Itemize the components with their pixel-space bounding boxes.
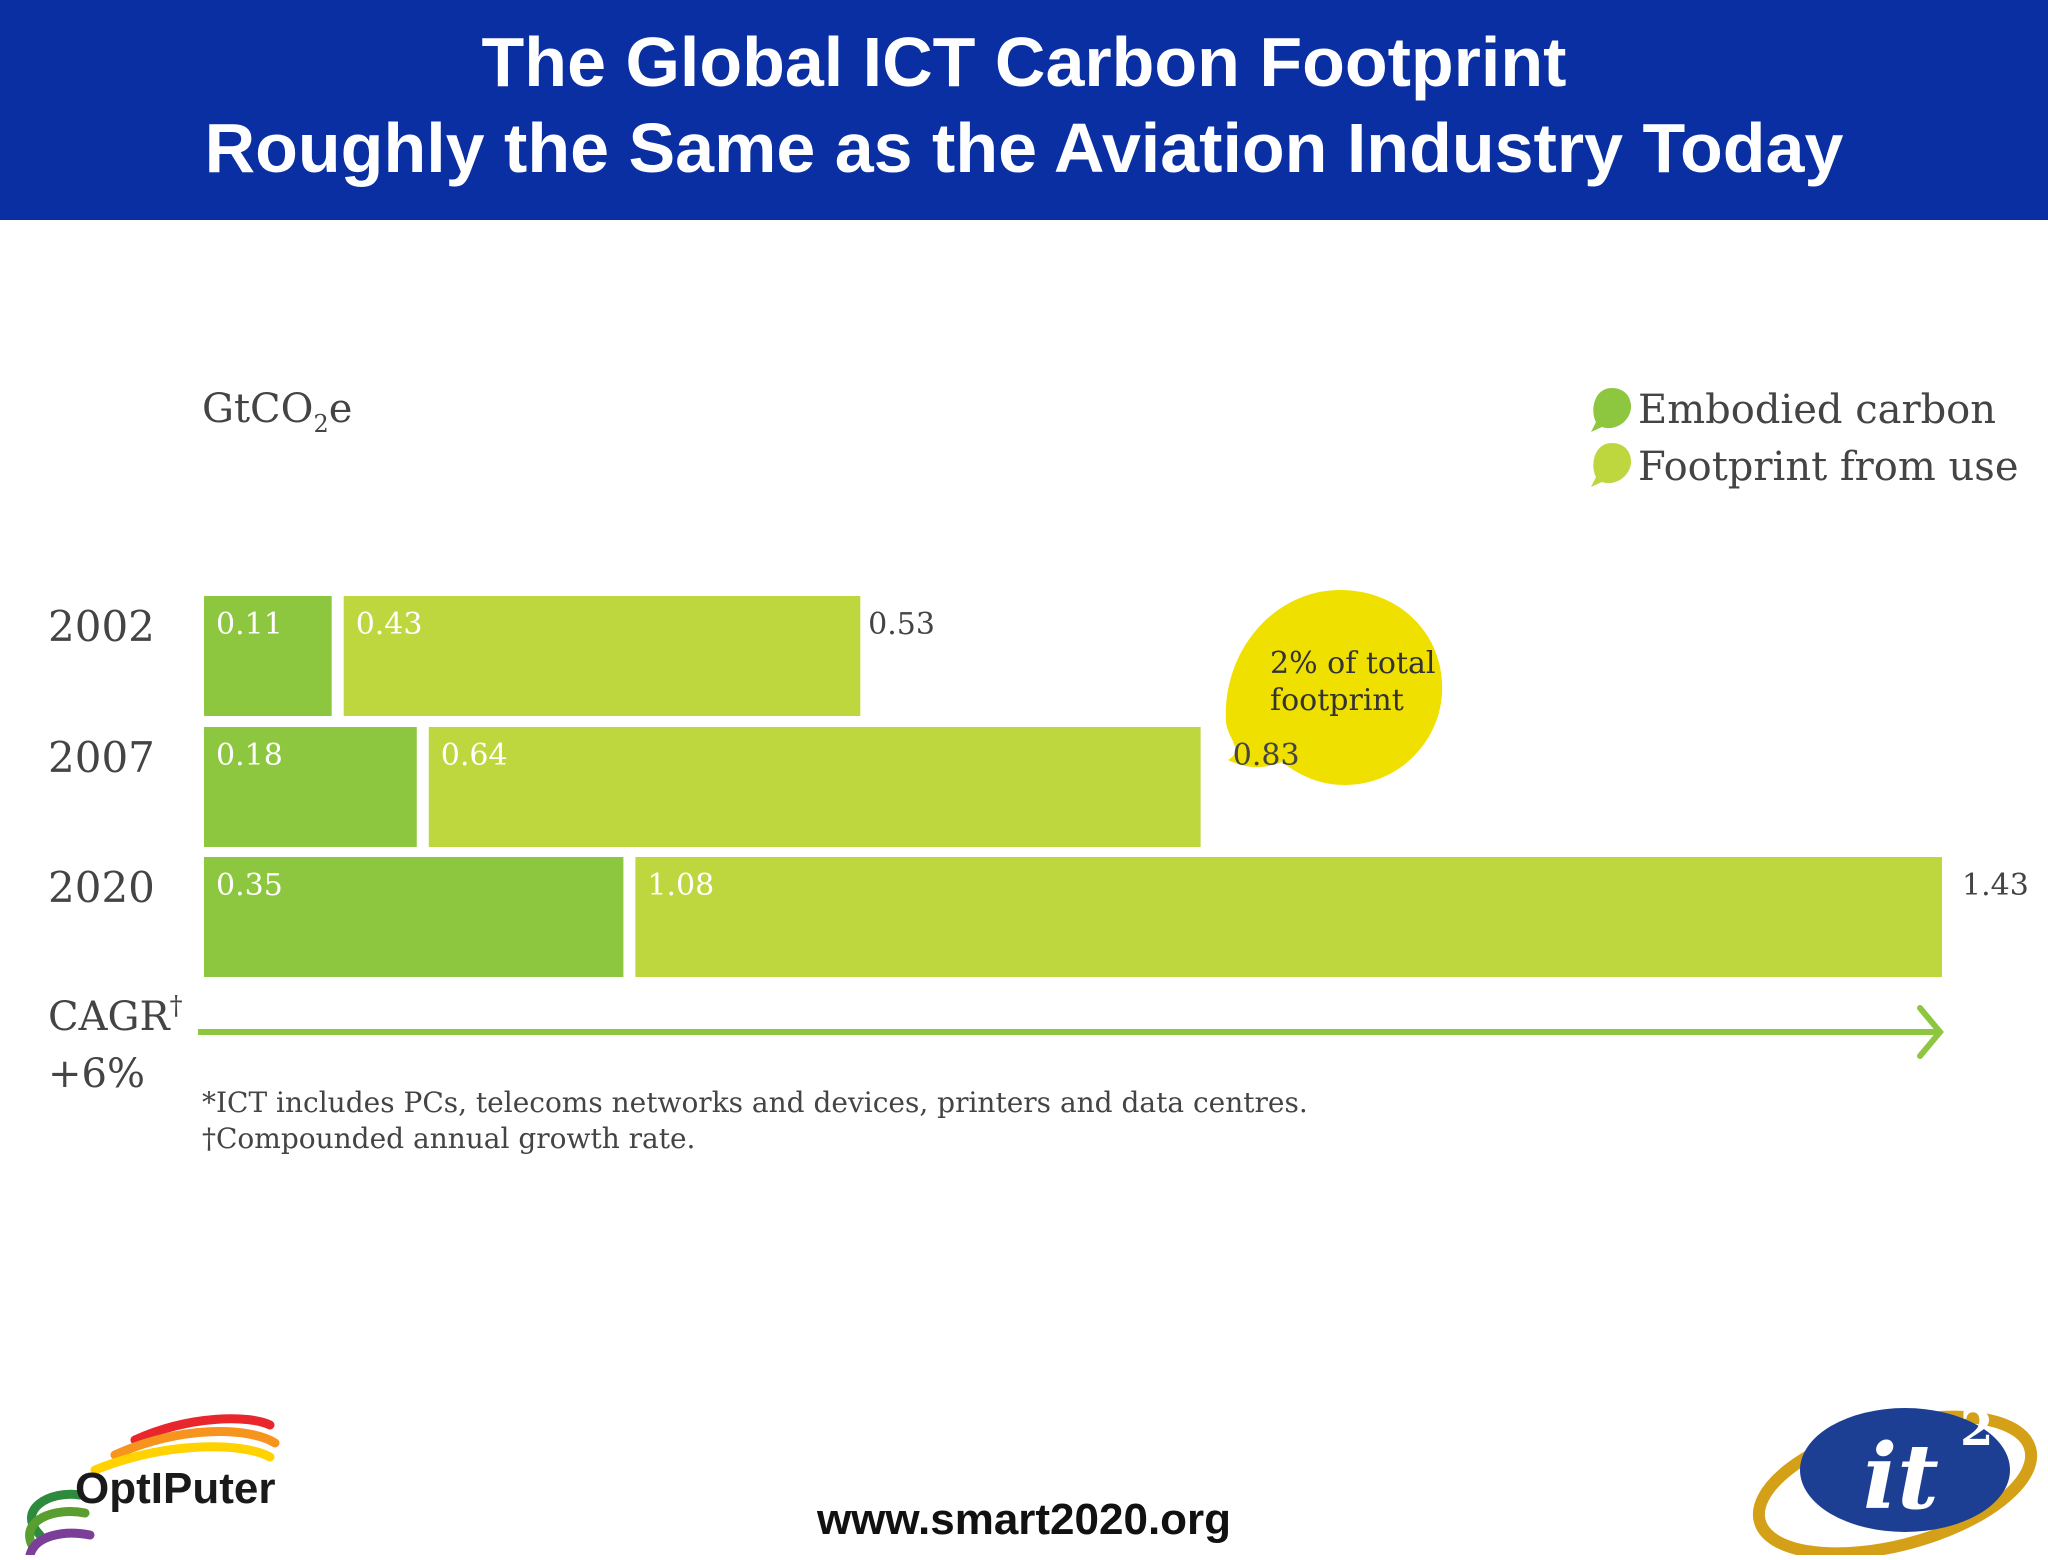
total-label-2020: 1.43: [1962, 868, 2029, 903]
total-label-2007: 0.83: [1233, 738, 1300, 773]
footer-url[interactable]: www.smart2020.org: [816, 1495, 1232, 1544]
legend-label-use: Footprint from use: [1638, 444, 2019, 490]
title-banner: [0, 0, 2048, 220]
bar-use-2007: [428, 727, 1201, 847]
it2-logo-graphic: it 2: [1752, 1401, 2038, 1560]
bar-value-embodied-2007: 0.18: [216, 738, 283, 773]
it2-logo-text: it: [1863, 1424, 1939, 1530]
it2-logo: it 2: [1745, 1390, 2045, 1560]
optiputer-logo: OptIPuter: [20, 1395, 320, 1560]
bar-value-embodied-2020: 0.35: [216, 868, 283, 903]
footprint-callout: 2% of total footprint: [1225, 590, 1443, 785]
footnote-ict: *ICT includes PCs, telecoms networks and…: [202, 1086, 1308, 1119]
optiputer-logo-graphic: OptIPuter: [25, 1414, 280, 1560]
category-label-2020: 2020: [48, 863, 155, 912]
callout-bubble: [1225, 590, 1443, 785]
footnote-cagr: †Compounded annual growth rate.: [202, 1122, 695, 1155]
bar-value-use-2007: 0.64: [441, 738, 508, 773]
bar-embodied-2020: [204, 857, 624, 977]
bar-value-embodied-2002: 0.11: [216, 607, 283, 642]
legend-swatch-embodied: [1591, 388, 1632, 432]
bar-value-use-2002: 0.43: [356, 607, 423, 642]
legend-swatch-use: [1591, 443, 1632, 487]
growth-arrow: [198, 1005, 1944, 1059]
bars-group: 2002 0.11 0.43 0.53 2007 0.18 0.64 0.83 2020 0.35…: [48, 596, 2029, 977]
cagr-label: CAGR†: [48, 991, 183, 1040]
bar-use-2020: [635, 857, 1942, 977]
bar-value-use-2020: 1.08: [647, 868, 714, 903]
category-label-2007: 2007: [48, 733, 155, 782]
category-label-2002: 2002: [48, 602, 155, 651]
slide-title-line-1: The Global ICT Carbon Footprint: [481, 23, 1567, 101]
unit-label: GtCO2e: [202, 386, 352, 438]
legend-label-embodied: Embodied carbon: [1638, 387, 1996, 433]
bar-embodied-2007: [204, 727, 417, 847]
callout-text-line-2: footprint: [1270, 683, 1404, 718]
callout-text-line-1: 2% of total: [1270, 646, 1435, 681]
total-label-2002: 0.53: [868, 607, 935, 642]
optiputer-logo-text: OptIPuter: [75, 1464, 275, 1513]
legend: Embodied carbon Footprint from use: [1591, 387, 2019, 490]
slide-title-line-2: Roughly the Same as the Aviation Industr…: [204, 109, 1844, 187]
it2-logo-sup: 2: [1960, 1401, 1993, 1457]
bar-embodied-2002: [204, 596, 332, 716]
bar-use-2002: [343, 596, 861, 716]
cagr-value: +6%: [48, 1051, 145, 1097]
